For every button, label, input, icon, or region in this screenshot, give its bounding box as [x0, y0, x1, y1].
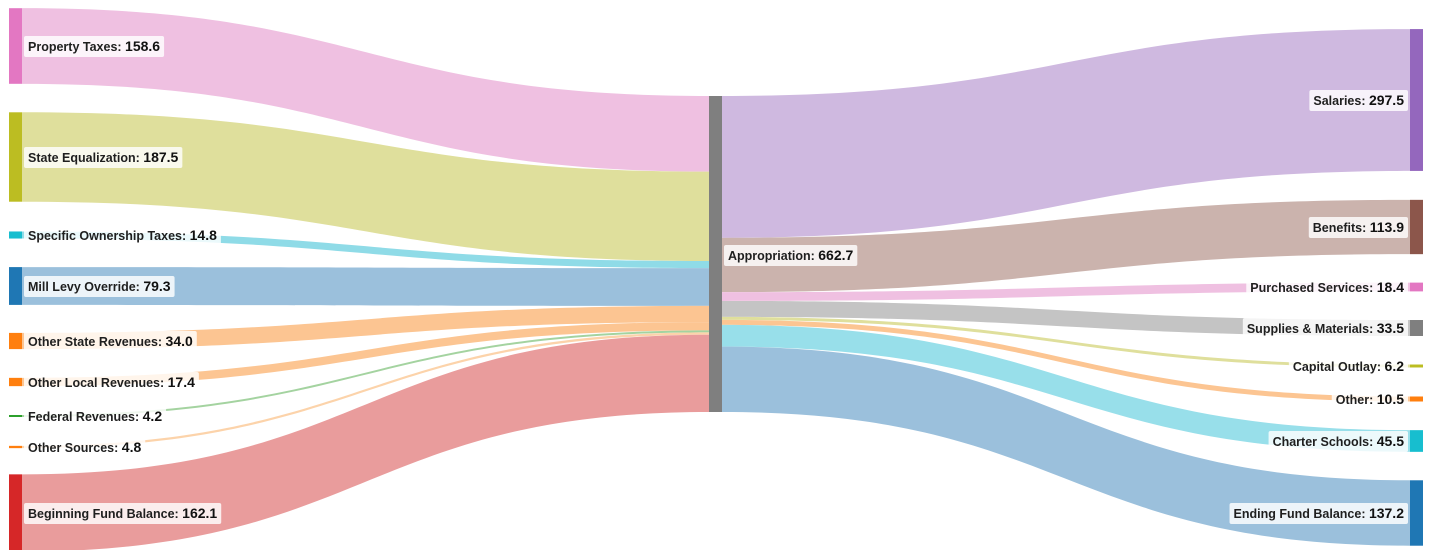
label-ending-fund-balance: Ending Fund Balance: 137.2 — [1229, 503, 1408, 524]
label-purchased-services-bg — [1246, 277, 1408, 298]
label-federal-revenues: Federal Revenues: 4.2 — [24, 406, 167, 427]
label-beginning-fund-balance-bg — [24, 503, 222, 524]
node-salaries — [1410, 29, 1423, 171]
sankey-nodes — [9, 8, 1423, 550]
label-salaries: Salaries: 297.5 — [1309, 90, 1408, 111]
node-appropriation — [709, 96, 722, 412]
label-state-equalization-bg — [24, 147, 183, 168]
node-beginning-fund-balance — [9, 474, 22, 550]
label-other-local-revenues: Other Local Revenues: 17.4 — [24, 372, 199, 393]
link-federal-revenues — [22, 330, 709, 418]
label-capital-outlay: Capital Outlay: 6.2 — [1288, 356, 1408, 377]
node-other — [1410, 396, 1423, 402]
node-state-equalization — [9, 112, 22, 202]
link-other-local-revenues — [22, 322, 709, 387]
label-capital-outlay-bg — [1288, 356, 1408, 377]
label-other-bg — [1331, 389, 1408, 410]
link-property-taxes — [22, 8, 709, 172]
label-benefits-text: Benefits: 113.9 — [1313, 219, 1404, 235]
label-mill-levy-override-bg — [24, 276, 175, 297]
label-mill-levy-override-text: Mill Levy Override: 79.3 — [28, 278, 171, 294]
label-specific-ownership-taxes-text: Specific Ownership Taxes: 14.8 — [28, 227, 217, 243]
link-ending-fund-balance — [722, 346, 1410, 546]
label-specific-ownership-taxes-bg — [24, 225, 221, 246]
label-charter-schools-bg — [1268, 431, 1408, 452]
link-benefits — [722, 199, 1410, 293]
label-appropriation: Appropriation: 662.7 — [724, 245, 858, 266]
node-other-local-revenues — [9, 377, 22, 387]
label-ending-fund-balance-bg — [1229, 503, 1408, 524]
label-other-sources-text: Other Sources: 4.8 — [28, 439, 141, 455]
label-other-local-revenues-text: Other Local Revenues: 17.4 — [28, 374, 195, 390]
node-specific-ownership-taxes — [9, 231, 22, 239]
node-other-state-revenues — [9, 332, 22, 350]
label-beginning-fund-balance: Beginning Fund Balance: 162.1 — [24, 503, 222, 524]
node-federal-revenues — [9, 414, 22, 418]
sankey-labels: Property Taxes: 158.6 State Equalization:… — [24, 36, 1408, 524]
label-purchased-services-text: Purchased Services: 18.4 — [1250, 279, 1404, 295]
label-specific-ownership-taxes: Specific Ownership Taxes: 14.8 — [24, 225, 221, 246]
label-other-state-revenues-text: Other State Revenues: 34.0 — [28, 333, 193, 349]
label-charter-schools-text: Charter Schools: 45.5 — [1273, 433, 1405, 449]
node-capital-outlay — [1410, 364, 1423, 368]
link-salaries — [722, 29, 1410, 238]
label-benefits: Benefits: 113.9 — [1308, 217, 1408, 238]
label-other-text: Other: 10.5 — [1336, 391, 1404, 407]
link-purchased-services — [722, 282, 1410, 301]
link-mill-levy-override — [22, 267, 709, 306]
label-other-sources: Other Sources: 4.8 — [24, 437, 146, 458]
node-property-taxes — [9, 8, 22, 84]
label-other: Other: 10.5 — [1331, 389, 1408, 410]
label-salaries-bg — [1309, 90, 1408, 111]
label-other-state-revenues-bg — [24, 331, 197, 352]
link-supplies-and-materials — [722, 300, 1410, 336]
label-benefits-bg — [1308, 217, 1408, 238]
link-other-sources — [22, 332, 709, 449]
node-purchased-services — [1410, 282, 1423, 292]
label-federal-revenues-bg — [24, 406, 167, 427]
label-property-taxes: Property Taxes: 158.6 — [24, 36, 165, 57]
label-salaries-text: Salaries: 297.5 — [1313, 92, 1404, 108]
label-charter-schools: Charter Schools: 45.5 — [1268, 431, 1408, 452]
label-supplies-and-materials-bg — [1242, 318, 1408, 339]
label-state-equalization-text: State Equalization: 187.5 — [28, 149, 179, 165]
label-state-equalization: State Equalization: 187.5 — [24, 147, 183, 168]
link-state-equalization — [22, 112, 709, 262]
label-property-taxes-text: Property Taxes: 158.6 — [28, 38, 160, 54]
label-appropriation-bg — [724, 245, 858, 266]
link-other — [722, 319, 1410, 402]
label-other-sources-bg — [24, 437, 146, 458]
label-other-local-revenues-bg — [24, 372, 199, 393]
link-charter-schools — [722, 324, 1410, 452]
label-purchased-services: Purchased Services: 18.4 — [1246, 277, 1408, 298]
label-ending-fund-balance-text: Ending Fund Balance: 137.2 — [1234, 505, 1405, 521]
label-other-state-revenues: Other State Revenues: 34.0 — [24, 331, 197, 352]
link-beginning-fund-balance — [22, 334, 709, 550]
node-benefits — [1410, 199, 1423, 255]
sankey-links — [22, 8, 1410, 550]
link-capital-outlay — [722, 316, 1410, 368]
label-appropriation-text: Appropriation: 662.7 — [728, 247, 854, 263]
label-property-taxes-bg — [24, 36, 165, 57]
node-mill-levy-override — [9, 267, 22, 305]
node-other-sources — [9, 445, 22, 449]
node-supplies-and-materials — [1410, 320, 1423, 336]
node-ending-fund-balance — [1410, 480, 1423, 546]
label-supplies-and-materials-text: Supplies & Materials: 33.5 — [1247, 320, 1404, 336]
label-beginning-fund-balance-text: Beginning Fund Balance: 162.1 — [28, 505, 217, 521]
label-supplies-and-materials: Supplies & Materials: 33.5 — [1242, 318, 1408, 339]
node-charter-schools — [1410, 430, 1423, 452]
label-mill-levy-override: Mill Levy Override: 79.3 — [24, 276, 175, 297]
label-capital-outlay-text: Capital Outlay: 6.2 — [1293, 358, 1404, 374]
label-federal-revenues-text: Federal Revenues: 4.2 — [28, 408, 162, 424]
